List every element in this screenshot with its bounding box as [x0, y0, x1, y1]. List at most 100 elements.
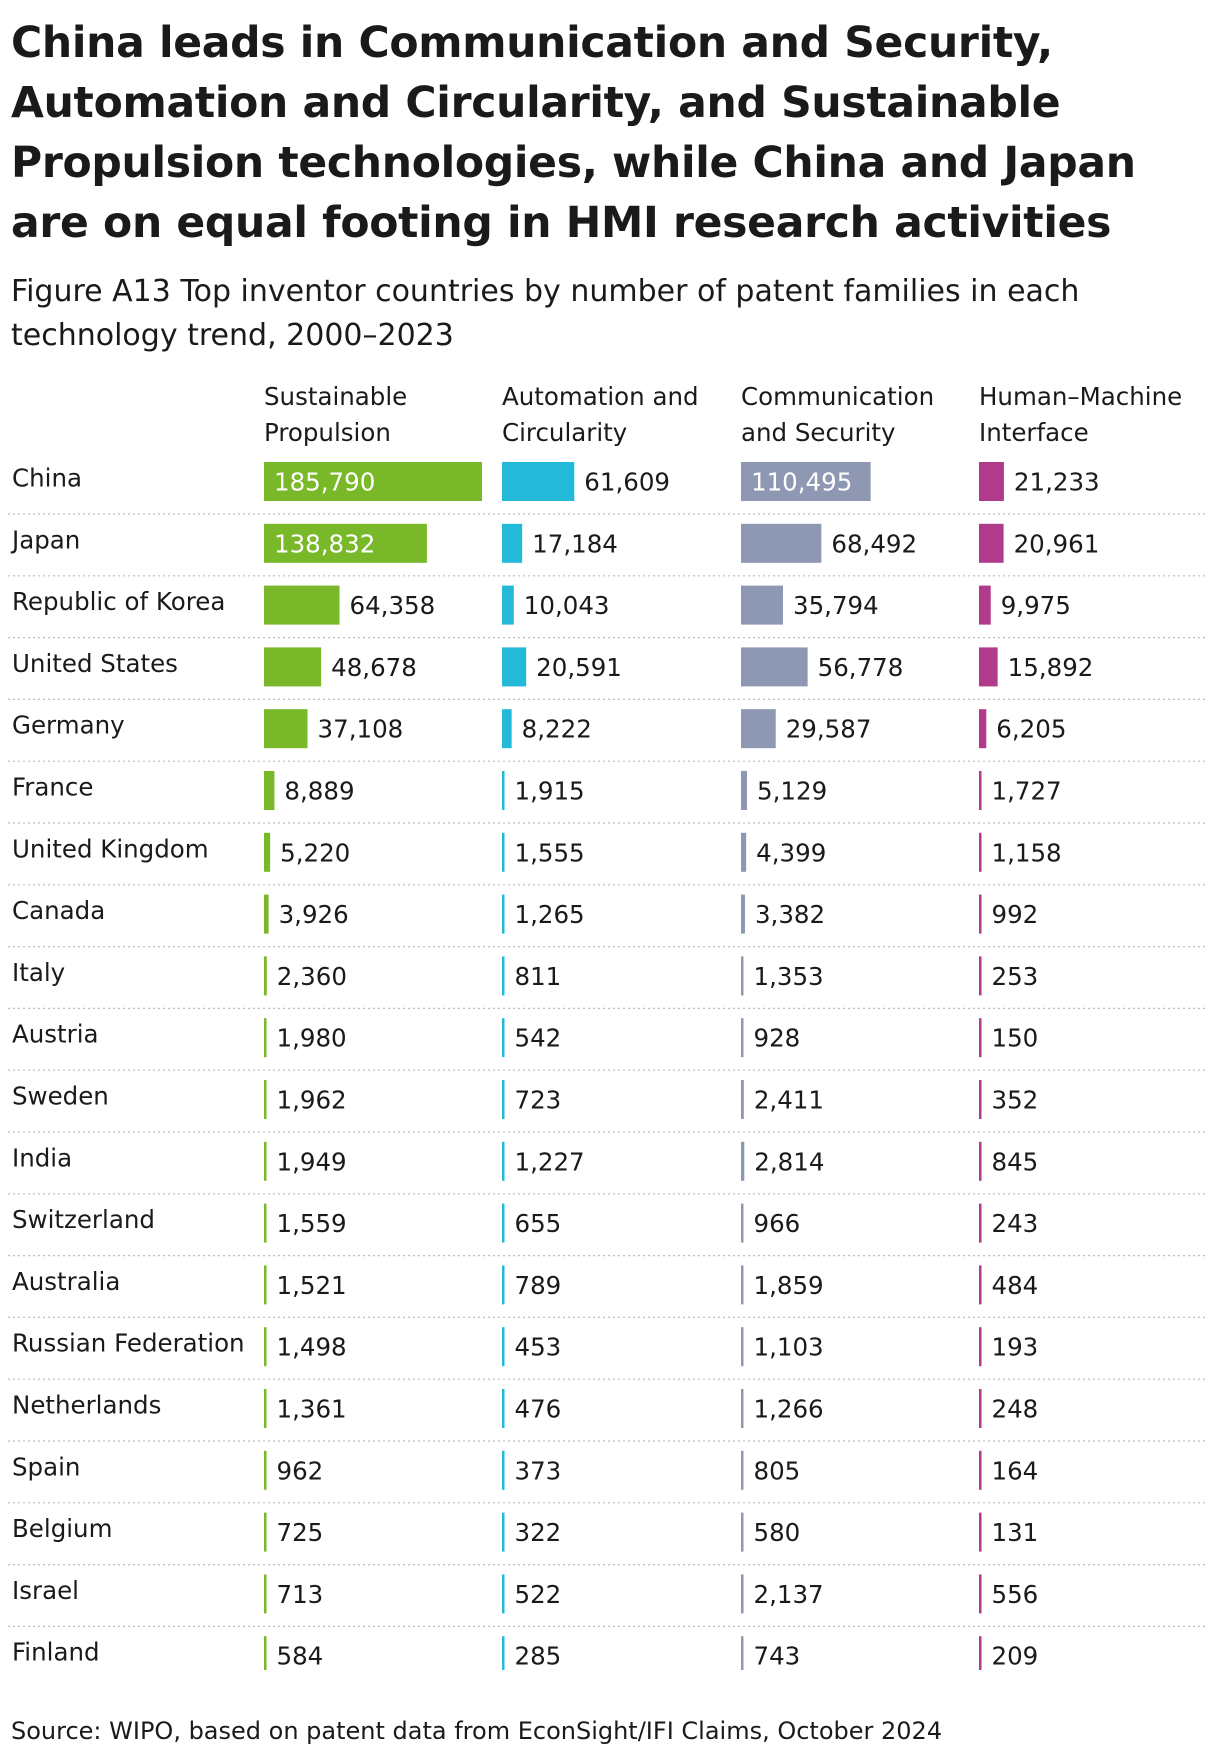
value-label-communication-and-security: 29,587 — [786, 715, 872, 744]
bar-communication-and-security — [741, 1327, 744, 1367]
column-header-sustainable-propulsion: Propulsion — [264, 418, 391, 447]
country-label-switzerland: Switzerland — [12, 1205, 155, 1234]
bar-sustainable-propulsion — [264, 1574, 267, 1614]
bar-sustainable-propulsion — [264, 1080, 267, 1119]
bar-sustainable-propulsion — [264, 647, 322, 687]
country-label-netherlands: Netherlands — [12, 1391, 161, 1420]
bar-automation-and-circularity — [502, 956, 505, 996]
value-label-communication-and-security: 1,353 — [754, 962, 824, 991]
value-label-communication-and-security: 5,129 — [757, 777, 827, 806]
bar-human-machine-interface — [979, 894, 982, 934]
bar-sustainable-propulsion — [264, 1203, 267, 1243]
value-label-sustainable-propulsion: 48,678 — [331, 653, 417, 682]
value-label-automation-and-circularity: 322 — [515, 1518, 562, 1547]
bar-sustainable-propulsion — [264, 1450, 267, 1490]
value-label-sustainable-propulsion: 1,949 — [277, 1147, 347, 1176]
bar-communication-and-security — [741, 523, 822, 563]
bar-automation-and-circularity — [502, 1389, 505, 1428]
value-label-sustainable-propulsion: 962 — [277, 1456, 324, 1485]
country-label-china: China — [12, 464, 82, 493]
bar-automation-and-circularity — [502, 832, 505, 872]
bar-human-machine-interface — [979, 1141, 982, 1181]
country-label-russian-federation: Russian Federation — [12, 1329, 245, 1358]
value-label-automation-and-circularity: 1,265 — [515, 900, 585, 929]
value-label-communication-and-security: 4,399 — [756, 838, 826, 867]
value-label-automation-and-circularity: 655 — [515, 1209, 562, 1238]
bar-automation-and-circularity — [502, 1203, 505, 1243]
bar-communication-and-security — [741, 1265, 744, 1305]
value-label-human-machine-interface: 1,727 — [992, 777, 1062, 806]
bar-human-machine-interface — [979, 1636, 982, 1670]
value-label-automation-and-circularity: 8,222 — [522, 715, 592, 744]
bar-human-machine-interface — [979, 585, 991, 625]
value-label-communication-and-security: 928 — [754, 1024, 801, 1053]
bar-communication-and-security — [741, 709, 776, 749]
bar-communication-and-security — [741, 462, 871, 501]
value-label-communication-and-security: 966 — [754, 1209, 801, 1238]
value-label-sustainable-propulsion: 138,832 — [274, 529, 375, 558]
country-label-japan: Japan — [10, 525, 80, 554]
value-label-automation-and-circularity: 453 — [515, 1333, 562, 1362]
bar-sustainable-propulsion — [264, 1265, 267, 1305]
value-label-human-machine-interface: 6,205 — [996, 715, 1066, 744]
bar-communication-and-security — [741, 1636, 744, 1670]
value-label-automation-and-circularity: 285 — [515, 1642, 562, 1670]
bar-automation-and-circularity — [502, 1574, 505, 1614]
value-label-human-machine-interface: 845 — [992, 1147, 1039, 1176]
bar-automation-and-circularity — [502, 647, 527, 687]
bar-human-machine-interface — [979, 462, 1004, 501]
value-label-sustainable-propulsion: 1,980 — [277, 1024, 347, 1053]
bar-sustainable-propulsion — [264, 1512, 267, 1552]
figure-title: Figure A13 Top inventor countries by num… — [11, 274, 1080, 353]
bar-automation-and-circularity — [502, 894, 505, 934]
country-label-australia: Australia — [12, 1267, 120, 1296]
country-label-germany: Germany — [12, 711, 125, 740]
bar-sustainable-propulsion — [264, 771, 275, 810]
bar-communication-and-security — [741, 647, 808, 687]
value-label-human-machine-interface: 484 — [992, 1271, 1039, 1300]
bar-automation-and-circularity — [502, 1636, 505, 1670]
value-label-communication-and-security: 805 — [754, 1456, 801, 1485]
value-label-human-machine-interface: 243 — [992, 1209, 1039, 1238]
bar-human-machine-interface — [979, 647, 998, 687]
country-label-sweden: Sweden — [12, 1082, 109, 1111]
country-label-finland: Finland — [12, 1638, 100, 1667]
value-label-human-machine-interface: 21,233 — [1014, 468, 1100, 497]
value-label-communication-and-security: 2,814 — [754, 1147, 824, 1176]
column-header-automation-and-circularity: Automation and — [502, 382, 699, 411]
value-label-communication-and-security: 35,794 — [793, 591, 879, 620]
value-label-communication-and-security: 56,778 — [818, 653, 904, 682]
value-label-sustainable-propulsion: 5,220 — [280, 838, 350, 867]
bar-communication-and-security — [741, 1389, 744, 1428]
bar-automation-and-circularity — [502, 585, 514, 625]
value-label-communication-and-security: 3,382 — [755, 900, 825, 929]
value-label-automation-and-circularity: 17,184 — [532, 529, 618, 558]
bar-sustainable-propulsion — [264, 894, 269, 934]
value-label-sustainable-propulsion: 37,108 — [318, 715, 404, 744]
value-label-sustainable-propulsion: 584 — [277, 1642, 324, 1670]
value-label-sustainable-propulsion: 725 — [277, 1518, 324, 1547]
bar-communication-and-security — [741, 1080, 744, 1119]
bar-communication-and-security — [741, 1141, 745, 1181]
country-label-united-kingdom: United Kingdom — [12, 834, 209, 863]
column-header-communication-and-security: and Security — [741, 418, 896, 447]
value-label-human-machine-interface: 15,892 — [1008, 653, 1094, 682]
value-label-sustainable-propulsion: 64,358 — [350, 591, 436, 620]
value-label-automation-and-circularity: 61,609 — [584, 468, 670, 497]
bar-sustainable-propulsion — [264, 1327, 267, 1367]
bar-sustainable-propulsion — [264, 1389, 267, 1428]
value-label-automation-and-circularity: 811 — [515, 962, 562, 991]
bar-automation-and-circularity — [502, 462, 575, 501]
bar-human-machine-interface — [979, 709, 987, 749]
value-label-automation-and-circularity: 542 — [515, 1024, 562, 1053]
bar-communication-and-security — [741, 1018, 744, 1058]
column-header-automation-and-circularity: Circularity — [502, 418, 627, 447]
column-header-communication-and-security: Communication — [741, 382, 934, 411]
value-label-human-machine-interface: 1,158 — [992, 838, 1062, 867]
bar-human-machine-interface — [979, 832, 982, 872]
value-label-sustainable-propulsion: 185,790 — [274, 468, 375, 497]
value-label-automation-and-circularity: 1,227 — [515, 1147, 585, 1176]
bar-automation-and-circularity — [502, 1018, 505, 1058]
bar-human-machine-interface — [979, 956, 982, 996]
bar-human-machine-interface — [979, 771, 982, 810]
